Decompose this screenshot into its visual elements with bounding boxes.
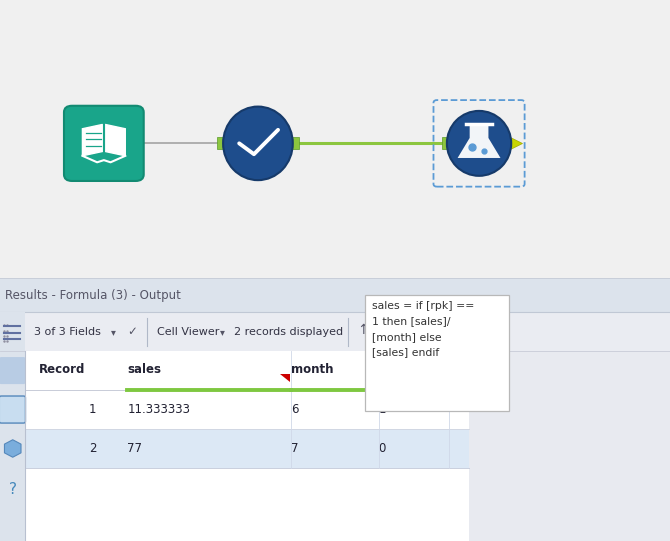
Text: ▾: ▾ xyxy=(111,327,115,337)
Text: 2 records displayed: 2 records displayed xyxy=(234,327,344,337)
Text: sales: sales xyxy=(127,364,161,377)
Polygon shape xyxy=(105,124,125,156)
Polygon shape xyxy=(82,124,103,156)
Text: sales = if [rpk] ==
1 then [sales]/
[month] else
[sales] endif: sales = if [rpk] == 1 then [sales]/ [mon… xyxy=(372,301,474,357)
Text: 3 of 3 Fields: 3 of 3 Fields xyxy=(34,327,100,337)
Text: 6: 6 xyxy=(291,403,299,416)
Text: Results - Formula (3) - Output: Results - Formula (3) - Output xyxy=(5,289,181,302)
Polygon shape xyxy=(5,440,21,457)
Bar xyxy=(25,390,469,429)
Bar xyxy=(469,351,670,541)
Ellipse shape xyxy=(447,111,511,176)
Text: ?: ? xyxy=(9,482,17,497)
Polygon shape xyxy=(280,374,290,382)
Bar xyxy=(0,279,670,312)
Ellipse shape xyxy=(223,107,293,180)
FancyBboxPatch shape xyxy=(365,295,509,411)
Text: 0: 0 xyxy=(379,442,386,455)
Text: ↑: ↑ xyxy=(357,323,368,337)
Text: 11.333333: 11.333333 xyxy=(127,403,190,416)
Text: ✓: ✓ xyxy=(127,325,137,338)
Text: ↓: ↓ xyxy=(372,323,383,337)
Bar xyxy=(25,351,469,390)
Text: rpk: rpk xyxy=(379,364,401,377)
Text: 7: 7 xyxy=(291,442,299,455)
Bar xyxy=(0,312,25,351)
Text: Record: Record xyxy=(39,364,85,377)
Text: 2: 2 xyxy=(89,442,96,455)
Text: 1: 1 xyxy=(379,403,386,416)
Text: 77: 77 xyxy=(127,442,142,455)
FancyBboxPatch shape xyxy=(0,396,25,423)
Bar xyxy=(0,312,670,351)
FancyBboxPatch shape xyxy=(64,106,143,181)
Bar xyxy=(25,429,469,468)
Text: 1: 1 xyxy=(89,403,96,416)
Bar xyxy=(0,279,670,541)
Bar xyxy=(25,351,469,541)
Bar xyxy=(0,351,25,541)
Text: Cell Viewer: Cell Viewer xyxy=(157,327,220,337)
Polygon shape xyxy=(458,124,500,158)
FancyBboxPatch shape xyxy=(0,357,25,384)
Bar xyxy=(0,0,670,279)
Text: ▾: ▾ xyxy=(220,327,224,337)
Text: month: month xyxy=(291,364,334,377)
